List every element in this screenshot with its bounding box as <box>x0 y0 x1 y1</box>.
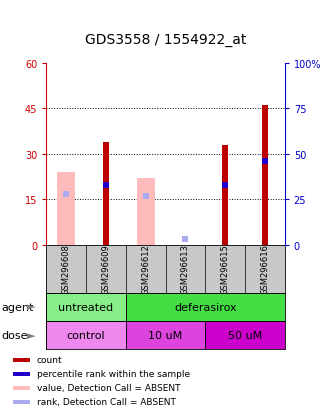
Text: rank, Detection Call = ABSENT: rank, Detection Call = ABSENT <box>37 397 176 406</box>
Text: 10 uM: 10 uM <box>148 330 183 340</box>
Bar <box>13 372 30 376</box>
Text: percentile rank within the sample: percentile rank within the sample <box>37 370 190 378</box>
Text: deferasirox: deferasirox <box>174 302 237 312</box>
Text: untreated: untreated <box>59 302 114 312</box>
Bar <box>13 386 30 390</box>
Text: GSM296613: GSM296613 <box>181 244 190 294</box>
Text: 50 uM: 50 uM <box>228 330 262 340</box>
Bar <box>222 145 228 245</box>
Bar <box>103 142 109 245</box>
Bar <box>13 400 30 404</box>
Text: GDS3558 / 1554922_at: GDS3558 / 1554922_at <box>85 33 246 47</box>
Bar <box>46 321 126 349</box>
Text: GSM296608: GSM296608 <box>62 244 71 294</box>
Bar <box>137 179 155 245</box>
Text: control: control <box>67 330 105 340</box>
Text: agent: agent <box>2 302 34 312</box>
Text: GSM296615: GSM296615 <box>220 244 230 294</box>
Text: GSM296612: GSM296612 <box>141 244 150 294</box>
Text: count: count <box>37 356 63 365</box>
Text: dose: dose <box>2 330 28 340</box>
Bar <box>205 321 285 349</box>
Bar <box>57 173 75 245</box>
Text: value, Detection Call = ABSENT: value, Detection Call = ABSENT <box>37 384 180 392</box>
Text: ►: ► <box>27 330 36 340</box>
Bar <box>262 106 268 245</box>
Bar <box>126 321 205 349</box>
Text: GSM296616: GSM296616 <box>260 244 269 294</box>
Bar <box>46 293 126 321</box>
Bar <box>126 293 285 321</box>
Bar <box>13 358 30 362</box>
Text: GSM296609: GSM296609 <box>101 244 111 294</box>
Text: ►: ► <box>27 302 36 312</box>
